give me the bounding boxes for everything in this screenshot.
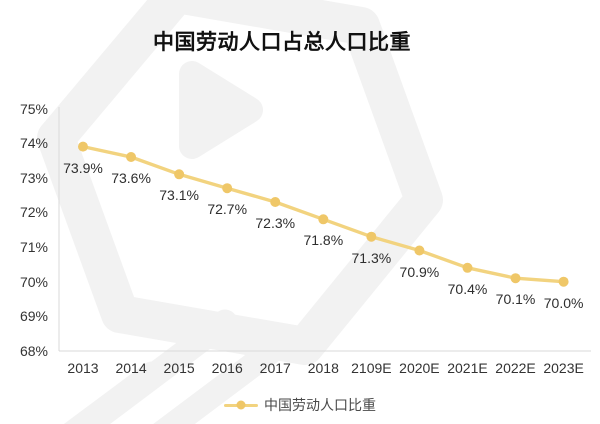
chart-title: 中国劳动人口占总人口比重 — [153, 31, 411, 54]
watermark-stripe-icon — [63, 361, 165, 424]
data-point-label: 73.1% — [159, 187, 199, 204]
x-tick-label: 2017 — [259, 360, 291, 376]
watermark-cube-outline-icon — [37, 0, 443, 365]
data-point — [510, 273, 521, 284]
x-tick-label: 2023E — [543, 360, 584, 376]
data-point-label: 73.9% — [63, 159, 103, 176]
data-point — [462, 262, 473, 273]
data-point — [222, 183, 233, 194]
legend-item[interactable]: 中国劳动人口比重 — [224, 397, 376, 413]
x-tick-label: 2016 — [211, 360, 243, 376]
y-tick-label: 69% — [19, 308, 48, 325]
data-point-label: 73.6% — [111, 169, 151, 186]
x-tick-label: 2014 — [115, 360, 147, 376]
data-point-label: 70.1% — [495, 291, 536, 308]
y-tick-label: 75% — [19, 100, 48, 117]
y-tick-label: 73% — [19, 169, 48, 186]
data-point — [126, 152, 137, 162]
data-point — [558, 276, 569, 287]
watermark-stripe-icon — [153, 339, 283, 424]
y-tick-label: 74% — [19, 135, 48, 152]
x-tick-label: 2015 — [163, 360, 195, 376]
data-point-label: 70.9% — [399, 263, 440, 280]
data-point-label: 71.3% — [351, 249, 392, 266]
data-point — [414, 245, 425, 256]
y-tick-label: 71% — [19, 239, 48, 256]
x-tick-label: 2013 — [67, 360, 99, 376]
series-points — [78, 141, 569, 287]
data-point — [174, 169, 185, 180]
data-point-label: 72.3% — [255, 215, 296, 232]
data-point-label: 70.0% — [543, 294, 584, 311]
data-point — [270, 197, 281, 207]
x-tick-label: 2020E — [399, 360, 440, 376]
legend-label: 中国劳动人口比重 — [264, 397, 376, 413]
watermark-play-triangle-icon — [179, 61, 263, 159]
data-point-label: 70.4% — [447, 280, 488, 297]
legend: 中国劳动人口比重 — [0, 397, 600, 413]
x-tick-label: 2022E — [495, 360, 536, 376]
x-tick-label: 2018 — [307, 360, 339, 376]
y-tick-label: 70% — [19, 273, 48, 290]
series-line — [81, 144, 566, 284]
x-tick-label: 2021E — [447, 360, 488, 376]
data-point-label: 72.7% — [207, 201, 248, 218]
x-tick-label: 2109E — [351, 360, 392, 376]
data-point — [78, 141, 88, 152]
data-point — [366, 231, 377, 242]
data-point — [318, 214, 329, 225]
legend-line-marker-icon — [224, 400, 258, 410]
y-tick-label: 72% — [19, 204, 48, 221]
y-tick-label: 68% — [19, 342, 48, 359]
data-point-label: 71.8% — [303, 232, 344, 249]
